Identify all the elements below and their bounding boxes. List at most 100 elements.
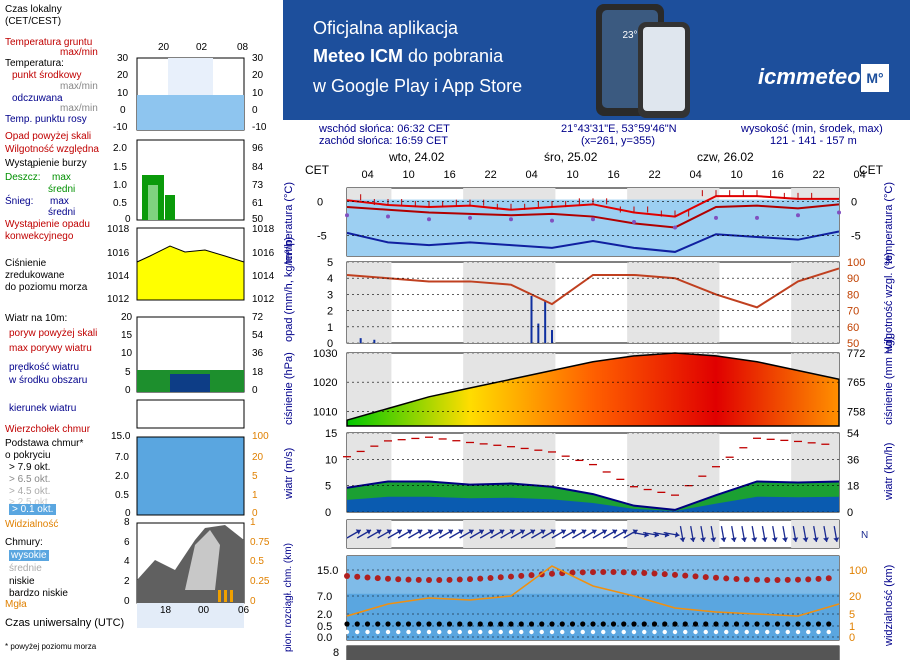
clouds-axis-tick: 8 — [333, 647, 339, 659]
app-banner[interactable]: Oficjalna aplikacja Meteo ICM do pobrani… — [283, 0, 910, 120]
dew-point — [550, 218, 554, 223]
legend-max-min: max/min — [60, 81, 98, 92]
wind-arrow-head — [355, 529, 361, 535]
cloud-base-dot — [641, 621, 647, 627]
banner-logo: icmmeteo — [758, 64, 861, 89]
vis-axis-tick: 5 — [849, 609, 855, 621]
wind-arrow — [771, 526, 778, 542]
cl-tick: 0 — [124, 596, 130, 607]
axis-wind-label: wiatr (m/s) — [283, 447, 295, 499]
hour-tick: 22 — [649, 169, 661, 181]
cloud-top-dot — [528, 572, 535, 579]
wind-arrow — [367, 529, 382, 539]
wind-arrow — [500, 529, 515, 539]
coords: 21°43'31"E, 53°59'46"N — [561, 123, 677, 135]
legend-very-low: bardzo niskie — [9, 588, 68, 599]
wind-arrow — [833, 526, 840, 542]
legend-high: wysokie — [9, 550, 49, 561]
cloud-base-dot — [805, 621, 811, 627]
wind-axis-tick: 10 — [325, 454, 337, 466]
wind-arrow-head — [530, 529, 536, 535]
wind-arrow-head — [458, 529, 464, 535]
precip-bar — [544, 300, 547, 343]
wind-arrow — [418, 529, 433, 539]
cloud-top-dot — [426, 576, 432, 583]
wind-arrow-head — [417, 529, 423, 535]
cloud-top-dot — [713, 574, 719, 581]
legend-snow-max: max — [50, 196, 69, 207]
wind-arrow — [582, 529, 597, 539]
wind-arrow-head — [550, 529, 556, 535]
cloud-base-dot-light — [580, 629, 585, 635]
temp-tick-r: -10 — [252, 122, 267, 133]
wind-arrow — [531, 529, 546, 539]
vis-tick: 0 — [252, 508, 258, 519]
legend-top-tick: 08 — [237, 42, 249, 53]
temp-tick: -10 — [113, 122, 128, 133]
hum-tick: 50 — [252, 214, 264, 225]
cloud-top-dot — [477, 575, 484, 582]
cloud-base-dot-light — [508, 629, 514, 635]
cloud-base-dot — [508, 621, 514, 627]
wind-arrow — [823, 526, 829, 542]
cloud-top-dot — [446, 576, 453, 583]
press-axis-tick: 1010 — [313, 406, 337, 418]
cloud-base-dot — [682, 621, 688, 627]
wind-arrow-head — [792, 537, 799, 542]
cloud-base-dot-light — [785, 629, 790, 635]
temp-line-max — [346, 195, 839, 218]
wind-axis-tick: 15 — [325, 428, 337, 440]
cloud-base-dot — [467, 621, 473, 627]
wind-arrow-head — [689, 537, 696, 542]
cloud-base-dot — [539, 621, 545, 627]
cloud-top-dot — [774, 576, 781, 583]
banner-line1: Oficjalna aplikacja — [313, 18, 459, 38]
night-band — [627, 262, 720, 343]
cl-tick-r: 0 — [250, 596, 256, 607]
hum-axis-tick: 100 — [847, 257, 865, 269]
vis-tick: 100 — [252, 431, 269, 442]
cloud-base-dot — [733, 621, 740, 627]
cloud-base-dot — [672, 621, 678, 627]
cloud-base-dot — [662, 621, 668, 627]
cloud-base-dot-light — [519, 629, 524, 635]
dew-point — [714, 215, 718, 220]
cloud-base-dot-light — [765, 629, 770, 635]
wind-kmh-tick: 36 — [252, 348, 264, 359]
cloud-top-dot — [487, 574, 494, 581]
wind-tick: 5 — [125, 367, 131, 378]
cet-label-right: CET — [859, 163, 883, 177]
cloud-base-dot — [559, 621, 565, 627]
temp-axis-tick-r: 0 — [851, 197, 857, 209]
cloud-top-dot — [754, 576, 760, 583]
wind-arrow-head — [802, 537, 809, 542]
wind-arrow — [679, 526, 686, 542]
legend-cloud-base: Podstawa chmur* — [5, 438, 84, 449]
clouds-strip — [347, 646, 839, 660]
wind-arrow-head — [396, 529, 402, 535]
cloud-top-dot — [743, 576, 750, 583]
legend-okt2: > 6.5 okt. — [9, 474, 51, 485]
press-mm-tick: 772 — [847, 348, 865, 360]
wind-arrow-head — [560, 529, 566, 535]
legend-snow: Śnieg: — [5, 196, 34, 207]
legend-pressure2: zredukowane — [5, 270, 65, 281]
temp-axis-tick: 0 — [317, 197, 323, 209]
cloud-base-dot — [457, 621, 463, 627]
wind-arrow — [510, 529, 526, 539]
dew-point — [427, 217, 431, 222]
grid-xy: (x=261, y=355) — [581, 135, 655, 147]
hour-tick: 04 — [854, 169, 866, 181]
cloud-base-dot-light — [713, 629, 719, 635]
wind-kmh-tick: 72 — [252, 312, 264, 323]
cloud-top-dot — [825, 575, 832, 582]
legend-utc: Czas uniwersalny (UTC) — [5, 617, 125, 629]
cloud-base-dot — [405, 621, 412, 627]
legend-utc-band — [137, 603, 244, 628]
wind-arrow-head — [478, 529, 484, 535]
hour-tick: 22 — [813, 169, 825, 181]
banner-line2: Meteo ICM do pobrania — [313, 46, 503, 67]
legend-convective2: konwekcyjnego — [5, 231, 74, 242]
cloud-base-dot — [528, 621, 535, 627]
wind-arrow — [490, 529, 505, 539]
